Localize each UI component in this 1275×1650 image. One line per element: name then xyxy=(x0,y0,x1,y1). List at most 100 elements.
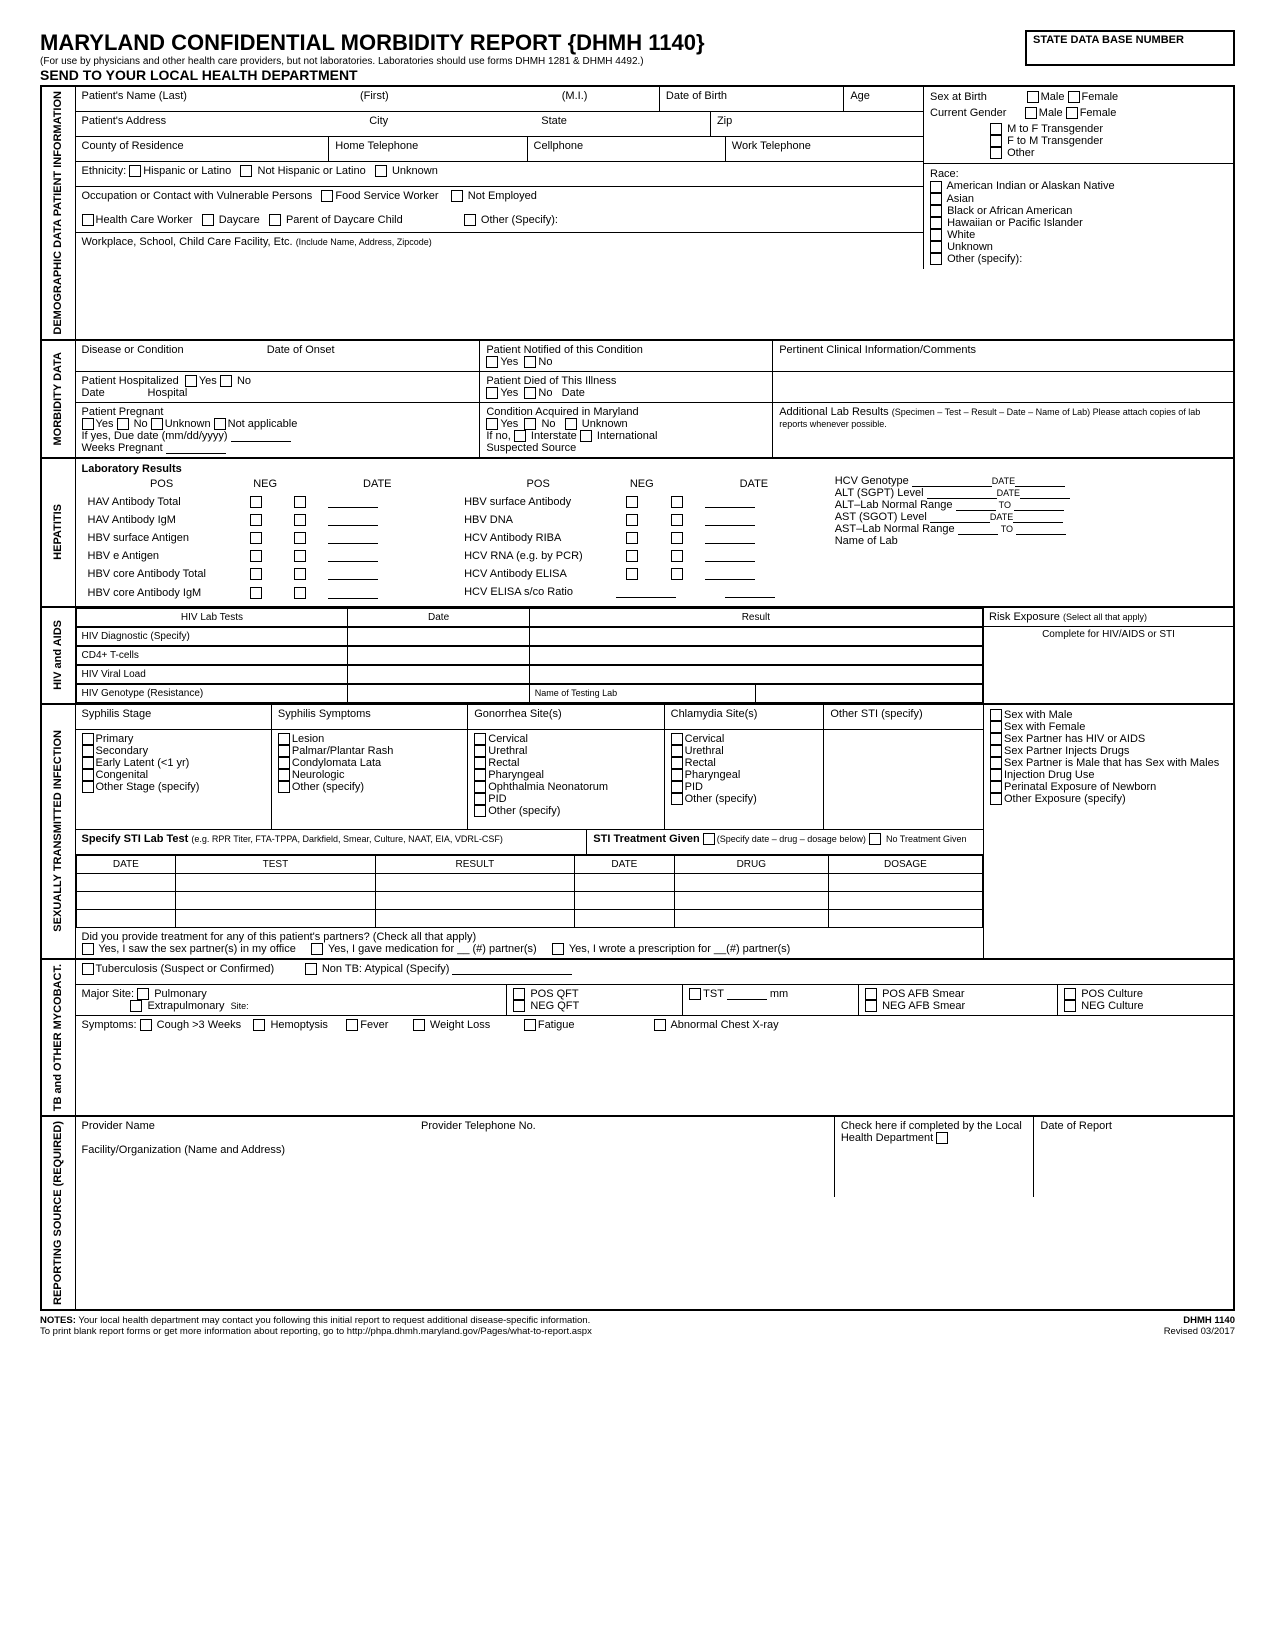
cb-race1[interactable] xyxy=(930,181,942,193)
cb-occ-other[interactable] xyxy=(464,214,476,226)
cb-p2[interactable] xyxy=(311,943,323,955)
label-no4: No xyxy=(134,418,148,430)
cb-pulm[interactable] xyxy=(137,988,149,1000)
label-name-mi: (M.I.) xyxy=(562,90,588,102)
cb-interstate[interactable] xyxy=(514,430,526,442)
fill-weeks[interactable] xyxy=(166,442,226,454)
fill-hcv-geno[interactable] xyxy=(912,475,992,487)
cb-acq-yes[interactable] xyxy=(486,418,498,430)
cb-race3[interactable] xyxy=(930,205,942,217)
cb-mtf[interactable] xyxy=(990,123,1002,135)
cb-not-employed[interactable] xyxy=(451,190,463,202)
notes-r1: DHMH 1140 xyxy=(1183,1315,1235,1326)
cb-hosp-no[interactable] xyxy=(220,375,232,387)
cb-tst[interactable] xyxy=(689,988,701,1000)
cb-race6[interactable] xyxy=(930,241,942,253)
cb-male-birth[interactable] xyxy=(1027,91,1039,103)
notes-l2: To print blank report forms or get more … xyxy=(40,1326,592,1337)
cb-food-service[interactable] xyxy=(321,190,333,202)
label-sex-birth: Sex at Birth xyxy=(930,91,987,103)
label-s3: Fever xyxy=(360,1019,388,1031)
label-neg-qft: NEG QFT xyxy=(530,1000,579,1012)
fill-tst[interactable] xyxy=(727,988,767,1000)
cb-not-hispanic[interactable] xyxy=(240,165,252,177)
label-workplace-sub: (Include Name, Address, Zipcode) xyxy=(296,237,432,247)
fill-alt-date[interactable] xyxy=(1020,487,1070,499)
cb-tb[interactable] xyxy=(82,963,94,975)
cb-race7[interactable] xyxy=(930,253,942,265)
cb-s2[interactable] xyxy=(253,1019,265,1031)
fill-alt-r2[interactable] xyxy=(1014,499,1064,511)
cb-acq-no[interactable] xyxy=(524,418,536,430)
cb-died-yes[interactable] xyxy=(486,387,498,399)
cb-died-no[interactable] xyxy=(524,387,536,399)
cb-no-treat[interactable] xyxy=(869,833,881,845)
cb-s3[interactable] xyxy=(346,1019,358,1031)
cb-preg-no[interactable] xyxy=(117,418,129,430)
cb-neg-afb[interactable] xyxy=(865,1000,877,1012)
cb-race5[interactable] xyxy=(930,229,942,241)
fill-non-tb[interactable] xyxy=(452,963,572,975)
label-occ4: Daycare xyxy=(219,214,260,226)
cb-male-gender[interactable] xyxy=(1025,107,1037,119)
fill-ast-r1[interactable] xyxy=(958,523,998,535)
cb-female-birth[interactable] xyxy=(1068,91,1080,103)
cb-parent-daycare[interactable] xyxy=(269,214,281,226)
cb-international[interactable] xyxy=(580,430,592,442)
label-race1: American Indian or Alaskan Native xyxy=(946,180,1114,192)
cb-preg-yes[interactable] xyxy=(82,418,94,430)
cb-s6[interactable] xyxy=(654,1019,666,1031)
cb-p1[interactable] xyxy=(82,943,94,955)
cb-lhd[interactable] xyxy=(936,1132,948,1144)
form-subtitle: (For use by physicians and other health … xyxy=(40,56,705,67)
cb-non-tb[interactable] xyxy=(305,963,317,975)
label-chl: Chlamydia Site(s) xyxy=(665,705,825,729)
cb-s5[interactable] xyxy=(524,1019,536,1031)
cb-health-worker[interactable] xyxy=(82,214,94,226)
fill-ast-r2[interactable] xyxy=(1016,523,1066,535)
label-ifno: If no, xyxy=(486,430,510,442)
label-county: County of Residence xyxy=(82,140,184,152)
label-provider-tel: Provider Telephone No. xyxy=(421,1120,536,1132)
cb-preg-unk[interactable] xyxy=(151,418,163,430)
label-age: Age xyxy=(850,90,870,102)
cb-s4[interactable] xyxy=(413,1019,425,1031)
cb-daycare[interactable] xyxy=(202,214,214,226)
label-pertinent: Pertinent Clinical Information/Comments xyxy=(779,344,976,356)
cb-notified-yes[interactable] xyxy=(486,356,498,368)
label-city: City xyxy=(369,115,388,127)
fill-ast[interactable] xyxy=(930,511,990,523)
label-pos-cult: POS Culture xyxy=(1081,988,1143,1000)
cb-pos-cult[interactable] xyxy=(1064,988,1076,1000)
cb-ftm[interactable] xyxy=(990,135,1002,147)
label-na: Not applicable xyxy=(228,418,298,430)
state-db-number-box[interactable]: STATE DATA BASE NUMBER xyxy=(1025,30,1235,66)
cb-pos-qft[interactable] xyxy=(513,988,525,1000)
fill-alt[interactable] xyxy=(927,487,997,499)
cb-race4[interactable] xyxy=(930,217,942,229)
cb-notified-no[interactable] xyxy=(524,356,536,368)
cb-neg-cult[interactable] xyxy=(1064,1000,1076,1012)
fill-alt-r1[interactable] xyxy=(956,499,996,511)
cb-eth-unknown[interactable] xyxy=(375,165,387,177)
label-occupation: Occupation or Contact with Vulnerable Pe… xyxy=(82,190,313,202)
cb-acq-unk[interactable] xyxy=(565,418,577,430)
cb-s1[interactable] xyxy=(140,1019,152,1031)
cb-treat-given[interactable] xyxy=(703,833,715,845)
cb-p3[interactable] xyxy=(552,943,564,955)
cb-neg-qft[interactable] xyxy=(513,1000,525,1012)
cb-female-gender[interactable] xyxy=(1066,107,1078,119)
label-check-lhd: Check here if completed by the Local Hea… xyxy=(841,1120,1022,1144)
cb-extra[interactable] xyxy=(130,1000,142,1012)
label-race4: Hawaiian or Pacific Islander xyxy=(947,217,1083,229)
fill-due[interactable] xyxy=(231,430,291,442)
cb-gender-other[interactable] xyxy=(990,147,1002,159)
section-demographic: DEMOGRAPHIC DATA PATIENT INFORMATION xyxy=(41,86,75,340)
fill-ast-date[interactable] xyxy=(1013,511,1063,523)
fill-hcv-date[interactable] xyxy=(1015,475,1065,487)
cb-race2[interactable] xyxy=(930,193,942,205)
cb-pos-afb[interactable] xyxy=(865,988,877,1000)
cb-hispanic[interactable] xyxy=(129,165,141,177)
cb-hosp-yes[interactable] xyxy=(185,375,197,387)
cb-preg-na[interactable] xyxy=(214,418,226,430)
